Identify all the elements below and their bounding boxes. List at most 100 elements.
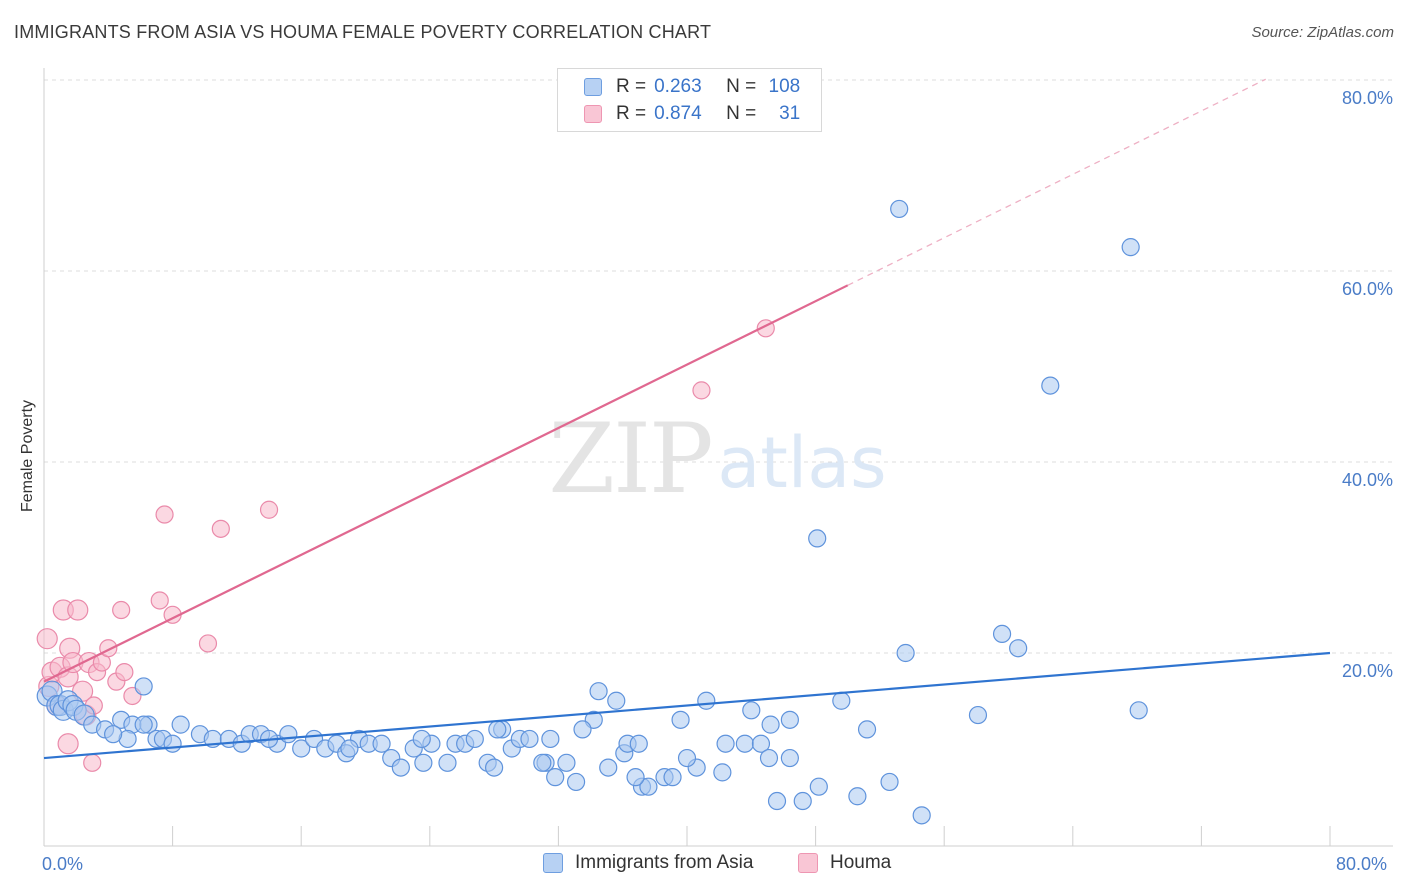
asia-point-94 [465,729,484,749]
y-tick-label-80: 80.0% [1342,88,1393,108]
asia-point-72 [848,787,867,806]
asia-point-99 [573,720,592,739]
asia-point-98 [626,768,645,787]
series-legend-asia: Immigrants from Asia [543,852,753,874]
watermark-atlas: atlas [717,422,886,504]
asia-point-12 [134,677,153,696]
houma-point-30 [36,628,58,650]
asia-point-102 [808,529,827,548]
asia-point-96 [533,753,552,772]
asia-point-84 [1129,701,1148,720]
watermark: ZIP atlas [548,403,886,515]
asia-point-103 [890,199,909,219]
houma-points [36,319,775,772]
legend-r-value: 0.874 [654,103,702,124]
houma-point-17 [112,600,131,620]
asia-point-81 [968,705,988,725]
asia-point-57 [639,777,658,796]
legend-n-label: N = [726,76,757,97]
legend-row-houma: R = 0.874 N = 31 [584,102,800,126]
legend-n-label: N = [726,103,757,124]
watermark-zip: ZIP [548,403,711,515]
asia-point-85 [134,715,153,734]
asia-point-47 [546,768,565,787]
asia-point-92 [372,734,391,753]
asia-point-62 [697,691,716,710]
asia-point-51 [589,682,608,701]
asia-point-80 [896,643,915,663]
legend-n-value: 108 [768,76,801,97]
chart-title: IMMIGRANTS FROM ASIA VS HOUMA FEMALE POV… [14,22,712,42]
asia-point-25 [292,739,311,758]
x-tick-label-max: 80.0% [1336,854,1387,874]
legend-r-label: R = [616,76,647,97]
asia-point-53 [607,691,626,710]
tick-labels: 0.0% 80.0% 20.0% 40.0% 60.0% 80.0% [42,88,1393,874]
asia-point-68 [780,710,799,729]
asia-point-69 [793,791,812,811]
asia-point-100 [629,734,648,753]
asia-point-83 [1009,639,1028,658]
y-tick-label-20: 20.0% [1342,661,1393,681]
asia-point-66 [761,715,780,734]
asia-point-24 [279,725,298,744]
asia-point-91 [340,739,359,758]
houma-point-26 [692,381,711,400]
asia-point-88 [104,725,123,744]
asia-point-63 [713,763,732,782]
asia-point-93 [412,729,431,749]
series-label-asia: Immigrants from Asia [575,852,754,873]
legend-r-value: 0.263 [654,76,702,97]
houma-trend-extension [847,78,1266,286]
asia-point-17 [171,715,190,734]
asia-point-35 [414,753,433,772]
axes [43,68,1393,847]
series-legend-houma: Houma [798,852,891,874]
asia-point-37 [438,753,457,772]
legend-row-asia: R = 0.263 N = 108 [584,75,800,99]
houma-point-25 [259,500,279,519]
trend-lines [43,78,1331,760]
asia-point-78 [759,748,779,768]
asia-trend-line [43,651,1331,760]
series-label-houma: Houma [830,852,892,873]
asia-point-49 [557,753,576,772]
asia-point-45 [520,729,539,749]
asia-point-82 [992,624,1012,644]
asia-point-48 [541,729,560,749]
houma-point-21 [155,505,174,524]
asia-point-71 [832,691,851,710]
asia-point-75 [912,806,931,825]
houma-point-12 [83,753,102,772]
series-legend: Immigrants from Asia Houma [0,852,1406,876]
asia-point-16 [163,734,182,753]
asia-point-101 [677,748,697,768]
asia-point-52 [599,758,618,777]
houma-point-23 [198,634,218,653]
asia-point-79 [780,748,799,768]
houma-trend-line [43,284,849,683]
legend-r-label: R = [616,103,647,124]
correlation-legend: R = 0.263 N = 108 R = 0.874 N = 31 [557,68,822,132]
legend-n-value: 31 [779,103,801,124]
asia-point-59 [663,768,682,787]
asia-point-60 [671,710,690,729]
houma-point-9 [67,599,89,621]
asia-point-50 [566,772,586,792]
asia-point-70 [809,777,828,796]
asia-point-67 [767,791,787,811]
y-tick-label-40: 40.0% [1342,470,1393,490]
source-label: Source: ZipAtlas.com [1251,24,1394,41]
x-tick-label-min: 0.0% [42,854,83,874]
houma-point-20 [150,591,169,610]
grid [44,79,1393,654]
houma-point-6 [57,733,79,755]
asia-point-77 [751,734,771,753]
legend-swatch-houma [584,105,602,123]
asia-point-33 [391,758,410,777]
houma-point-18 [115,662,134,682]
asia-point-76 [735,734,754,753]
series-swatch-houma [798,853,818,873]
asia-point-105 [1121,238,1140,257]
